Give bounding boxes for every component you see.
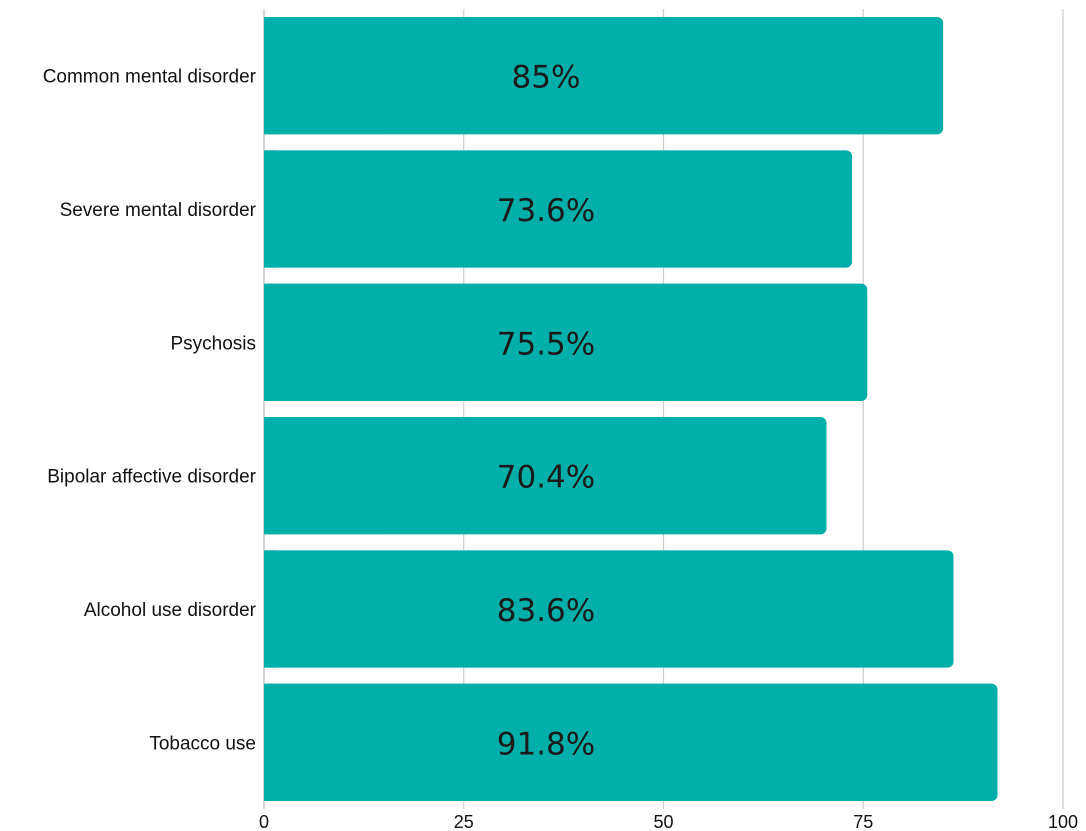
bar-edge xyxy=(264,17,274,135)
data-label: 85% xyxy=(512,60,581,96)
bars: 85% 73.6% 75.5% 70.4% 83.6% 91.8% xyxy=(264,17,998,801)
category-label: Bipolar affective disorder xyxy=(47,467,256,488)
category-label: Psychosis xyxy=(170,333,256,354)
bar xyxy=(264,417,827,535)
data-label: 75.5% xyxy=(497,326,595,362)
data-label: 83.6% xyxy=(497,593,595,629)
bar xyxy=(264,283,868,401)
category-label: Tobacco use xyxy=(149,733,256,754)
x-tick-label: 0 xyxy=(259,812,269,831)
x-tick-label: 100 xyxy=(1048,812,1078,831)
x-axis-ticks: 0 25 50 75 100 xyxy=(259,812,1078,831)
category-labels: Common mental disorder Severe mental diso… xyxy=(43,67,257,755)
data-label: 91.8% xyxy=(497,726,595,762)
bar-edge xyxy=(264,417,274,535)
category-label: Alcohol use disorder xyxy=(84,600,257,621)
bar-edge xyxy=(264,683,274,801)
data-label: 73.6% xyxy=(497,193,595,229)
bar xyxy=(264,17,944,135)
category-label: Severe mental disorder xyxy=(60,200,257,221)
bar-edge xyxy=(264,283,274,401)
x-tick-label: 25 xyxy=(454,812,474,831)
bar xyxy=(264,683,998,801)
x-tick-label: 75 xyxy=(853,812,873,831)
bar xyxy=(264,150,853,268)
bar-edge xyxy=(264,150,274,268)
x-tick-label: 50 xyxy=(653,812,673,831)
grid-lines xyxy=(263,9,1064,809)
bar-edge xyxy=(264,550,274,668)
category-label: Common mental disorder xyxy=(43,67,257,88)
data-label: 70.4% xyxy=(497,460,595,496)
bar xyxy=(264,550,954,668)
